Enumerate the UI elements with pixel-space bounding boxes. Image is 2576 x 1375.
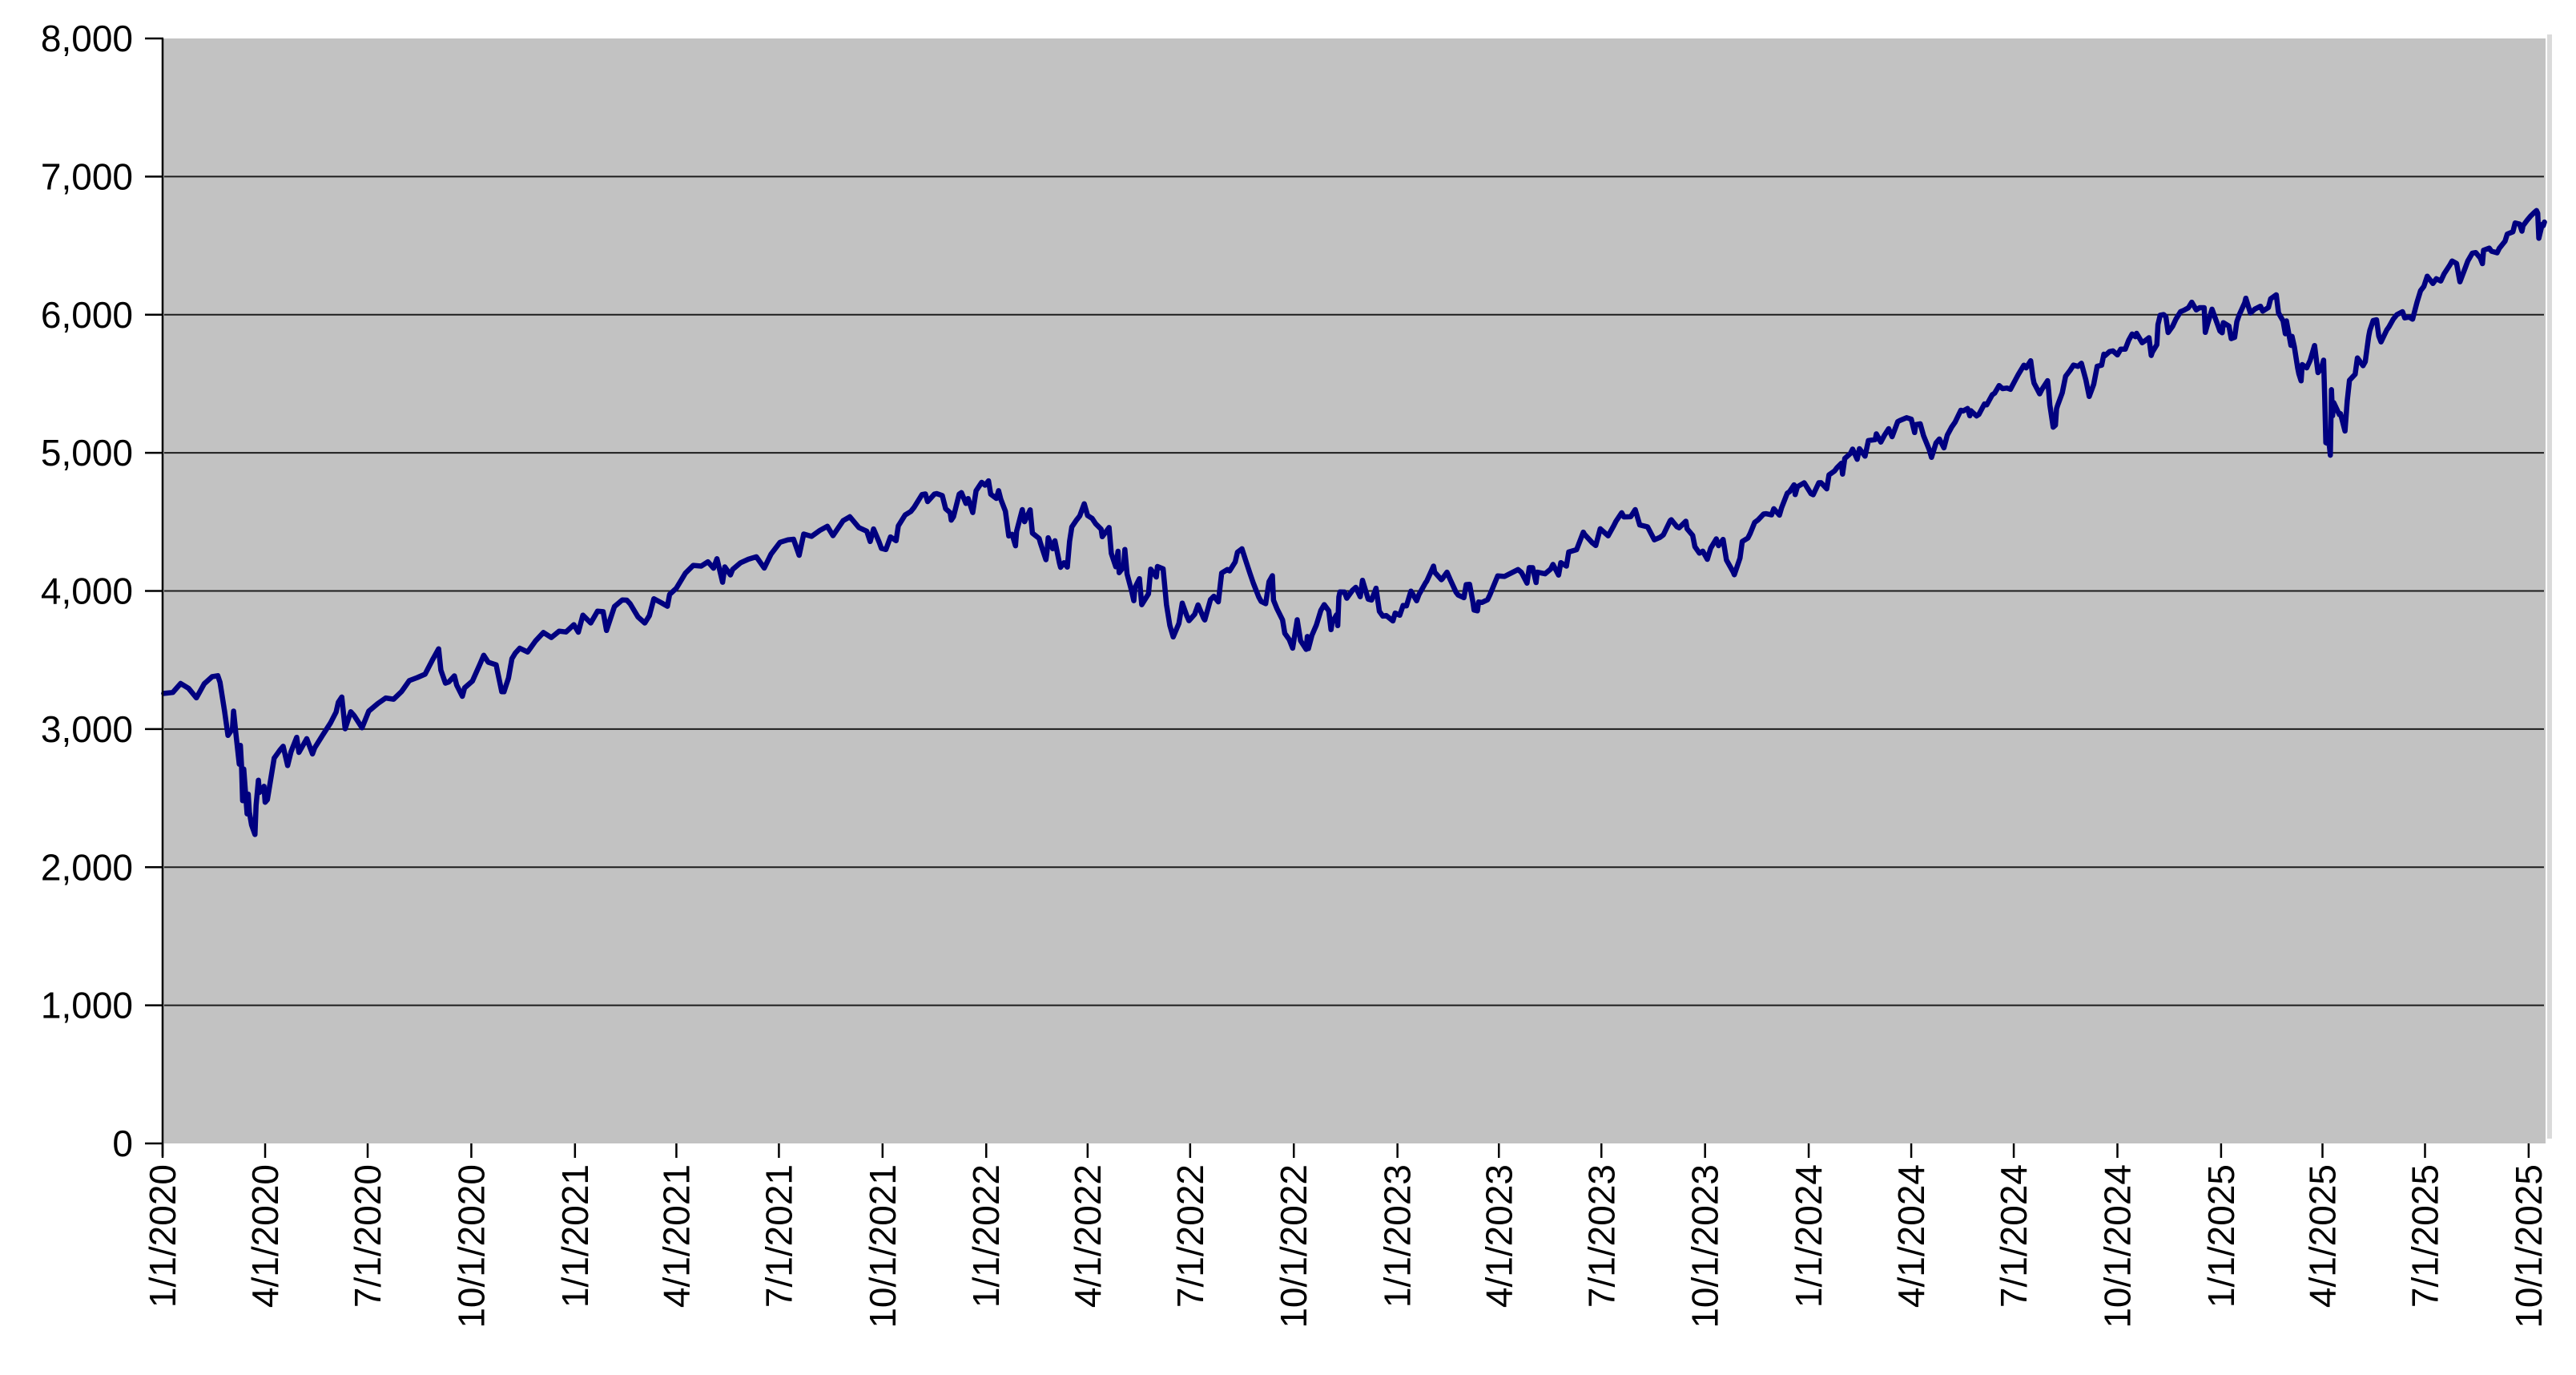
x-axis-labels: 1/1/2020 4/1/2020 7/1/2020 10/1/2020 1/1/202… [142, 1164, 2550, 1329]
y-axis-label: 8,000 [41, 18, 133, 59]
gridlines [164, 175, 2544, 1006]
y-axis-label: 1,000 [41, 985, 133, 1026]
x-axis-label: 7/1/2021 [758, 1164, 799, 1308]
x-axis-label: 10/1/2024 [2096, 1164, 2138, 1329]
y-axis-label: 7,000 [41, 155, 133, 197]
sp500-series-line [161, 208, 2547, 837]
y-axis-labels: 0 1,000 2,000 3,000 4,000 5,000 6,000 7,000 8,00… [41, 18, 133, 1164]
x-axis-label: 1/1/2020 [142, 1164, 183, 1308]
x-axis-label: 7/1/2022 [1169, 1164, 1211, 1308]
x-axis-label: 10/1/2021 [862, 1164, 904, 1329]
x-axis-label: 1/1/2024 [1788, 1164, 1829, 1308]
x-axis-label: 10/1/2020 [450, 1164, 492, 1329]
x-axis-label: 4/1/2023 [1478, 1164, 1519, 1308]
x-axis-label: 4/1/2021 [655, 1164, 697, 1308]
y-axis-label: 0 [112, 1123, 133, 1164]
x-axis-label: 4/1/2024 [1890, 1164, 1932, 1308]
x-axis-label: 7/1/2023 [1580, 1164, 1622, 1308]
y-axis-label: 5,000 [41, 432, 133, 474]
x-axis-label: 7/1/2020 [347, 1164, 388, 1308]
x-axis-label: 4/1/2025 [2301, 1164, 2343, 1308]
y-axis-ticks [145, 37, 163, 1145]
x-axis-label: 10/1/2025 [2508, 1164, 2550, 1329]
x-axis-label: 10/1/2022 [1273, 1164, 1314, 1329]
x-axis-label: 7/1/2025 [2404, 1164, 2445, 1308]
y-axis-label: 3,000 [41, 708, 133, 750]
x-axis-label: 4/1/2022 [1067, 1164, 1109, 1308]
x-axis-ticks [161, 1143, 2530, 1158]
x-axis-label: 1/1/2021 [554, 1164, 596, 1308]
x-axis-label: 7/1/2024 [1993, 1164, 2035, 1308]
y-axis-label: 4,000 [41, 571, 133, 612]
x-axis-label: 10/1/2023 [1684, 1164, 1726, 1329]
x-axis-label: 4/1/2020 [244, 1164, 286, 1308]
y-axis-label: 6,000 [41, 294, 133, 336]
x-axis-label: 1/1/2025 [2200, 1164, 2242, 1308]
x-axis-label: 1/1/2023 [1377, 1164, 1419, 1308]
y-axis-label: 2,000 [41, 846, 133, 888]
x-axis-label: 1/1/2022 [965, 1164, 1007, 1308]
